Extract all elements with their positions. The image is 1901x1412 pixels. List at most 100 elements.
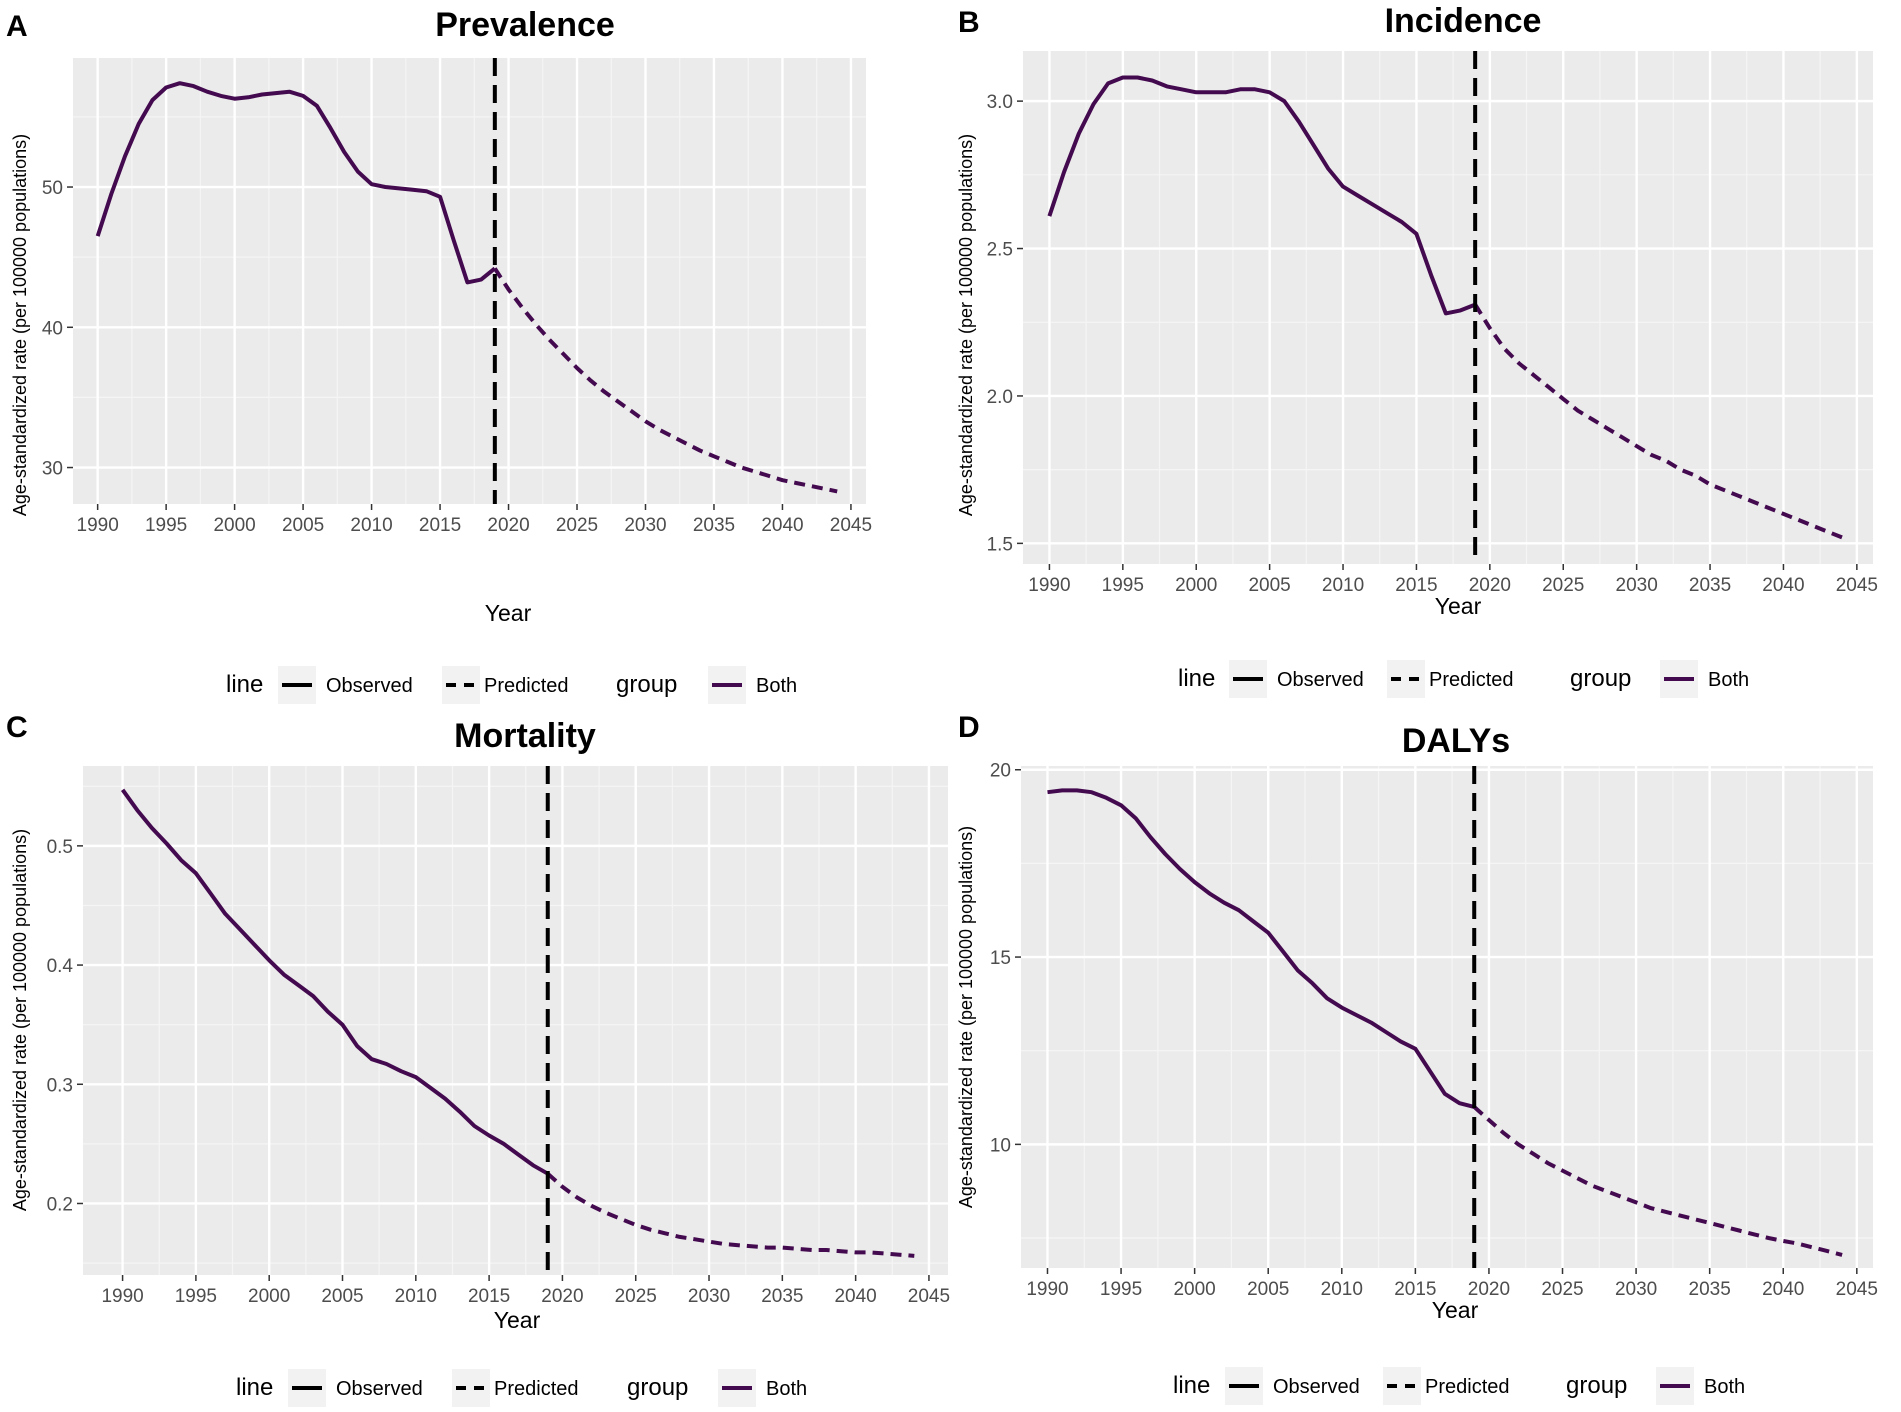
x-tick-label: 1990	[101, 1286, 143, 1307]
series-line-predicted	[493, 267, 838, 494]
x-tick-label: 2025	[615, 1286, 657, 1307]
x-tick-label: 2035	[761, 1286, 803, 1307]
y-axis-title: Age-standardized rate (per 100000 popula…	[10, 829, 30, 1211]
series-line-observed	[1047, 788, 1475, 1109]
legend: line Observed Predicted group Both	[226, 666, 797, 704]
legend-label-observed: Observed	[326, 675, 413, 697]
x-tick-label: 2025	[1542, 575, 1584, 596]
legend-label-predicted: Predicted	[494, 1378, 579, 1400]
legend-title-group: group	[616, 671, 677, 698]
panel-letter: A	[6, 10, 28, 43]
legend-label-both: Both	[756, 675, 797, 697]
x-tick-label: 2010	[350, 515, 392, 536]
x-tick-label: 2005	[1247, 1279, 1289, 1300]
x-tick-label: 2015	[1394, 1279, 1436, 1300]
x-tick-label: 2045	[1836, 575, 1878, 596]
x-tick-label: 2010	[395, 1286, 437, 1307]
legend-label-both: Both	[766, 1378, 807, 1400]
x-axis-title: Year	[494, 1307, 541, 1333]
y-tick-label: 20	[990, 761, 1011, 782]
y-tick-label: 10	[990, 1135, 1011, 1156]
y-axis-title: Age-standardized rate (per 100000 popula…	[10, 134, 30, 516]
y-tick-label: 2.0	[987, 387, 1013, 408]
legend-title-line: line	[236, 1374, 273, 1401]
x-tick-label: 2005	[321, 1286, 363, 1307]
x-tick-label: 1995	[1102, 575, 1144, 596]
y-tick-label: 30	[42, 459, 63, 480]
x-tick-label: 2015	[1395, 575, 1437, 596]
legend-label-observed: Observed	[336, 1378, 423, 1400]
x-tick-label: 2040	[761, 515, 803, 536]
y-tick-label: 0.2	[47, 1194, 73, 1215]
legend: line Observed Predicted group Both	[1178, 660, 1749, 698]
legend-title-line: line	[1178, 665, 1215, 692]
x-tick-label: 2000	[248, 1286, 290, 1307]
x-tick-label: 2025	[556, 515, 598, 536]
panel-letter: D	[958, 711, 980, 744]
y-axis-title: Age-standardized rate (per 100000 popula…	[956, 134, 976, 516]
y-tick-label: 0.5	[47, 837, 73, 858]
panel-d: 1990 1995 2000 2005 2010 2015 2020 2025 2030 2035…	[956, 711, 1878, 1405]
y-tick-label: 40	[42, 318, 63, 339]
series-line-predicted	[1472, 1105, 1843, 1257]
y-tick-label: 2.5	[987, 240, 1013, 261]
legend: line Observed Predicted group Both	[236, 1369, 807, 1407]
y-tick-label: 1.5	[987, 534, 1013, 555]
legend-title-group: group	[1570, 665, 1631, 692]
x-tick-label: 1990	[1028, 575, 1070, 596]
legend-title-group: group	[627, 1374, 688, 1401]
x-tick-label: 2005	[282, 515, 324, 536]
x-tick-label: 2020	[1468, 1279, 1510, 1300]
legend-title-group: group	[1566, 1372, 1627, 1399]
x-tick-label: 2020	[541, 1286, 583, 1307]
chart-title: Mortality	[454, 717, 596, 755]
x-tick-label: 2000	[1173, 1279, 1215, 1300]
plot-background	[1021, 766, 1873, 1268]
x-tick-label: 1990	[77, 515, 119, 536]
plot-background	[1023, 51, 1873, 564]
plot-background	[83, 766, 948, 1275]
x-tick-label: 2010	[1322, 575, 1364, 596]
x-tick-label: 2025	[1541, 1279, 1583, 1300]
panel-letter: C	[6, 711, 28, 744]
x-tick-label: 2030	[1616, 575, 1658, 596]
y-tick-label: 15	[990, 948, 1011, 969]
chart-title: DALYs	[1402, 722, 1510, 760]
x-tick-label: 2000	[1175, 575, 1217, 596]
legend-title-line: line	[1173, 1372, 1210, 1399]
series-line-observed	[1047, 75, 1476, 316]
legend-label-both: Both	[1704, 1376, 1745, 1398]
x-tick-label: 2030	[688, 1286, 730, 1307]
x-axis-title: Year	[485, 600, 532, 626]
x-axis-title: Year	[1432, 1297, 1479, 1323]
x-tick-label: 1995	[175, 1286, 217, 1307]
legend-label-observed: Observed	[1277, 669, 1364, 691]
x-tick-label: 1995	[1100, 1279, 1142, 1300]
x-tick-label: 2045	[908, 1286, 950, 1307]
panel-letter: B	[958, 6, 980, 39]
x-axis-title: Year	[1435, 593, 1482, 619]
x-tick-label: 2020	[1469, 575, 1511, 596]
chart-title: Prevalence	[435, 6, 615, 44]
x-tick-label: 1995	[145, 515, 187, 536]
legend: line Observed Predicted group Both	[1173, 1367, 1745, 1405]
panel-c: 1990 1995 2000 2005 2010 2015 2020 2025 2030 2035…	[6, 711, 950, 1407]
x-tick-label: 2015	[419, 515, 461, 536]
legend-label-both: Both	[1708, 669, 1749, 691]
legend-label-predicted: Predicted	[1429, 669, 1514, 691]
x-tick-label: 2030	[1615, 1279, 1657, 1300]
legend-label-predicted: Predicted	[484, 675, 569, 697]
x-tick-label: 2030	[624, 515, 666, 536]
y-tick-label: 3.0	[987, 92, 1013, 113]
x-tick-label: 2040	[1762, 1279, 1804, 1300]
x-tick-label: 2040	[1762, 575, 1804, 596]
panel-a: 1990 1995 2000 2005 2010 2015 2020 2025 2030 2035…	[6, 6, 872, 704]
legend-label-observed: Observed	[1273, 1376, 1360, 1398]
series-line-predicted	[1473, 303, 1843, 540]
x-tick-label: 2005	[1248, 575, 1290, 596]
x-tick-label: 2035	[1689, 1279, 1731, 1300]
x-tick-label: 2045	[1836, 1279, 1878, 1300]
x-tick-label: 2040	[834, 1286, 876, 1307]
chart-title: Incidence	[1385, 2, 1542, 40]
